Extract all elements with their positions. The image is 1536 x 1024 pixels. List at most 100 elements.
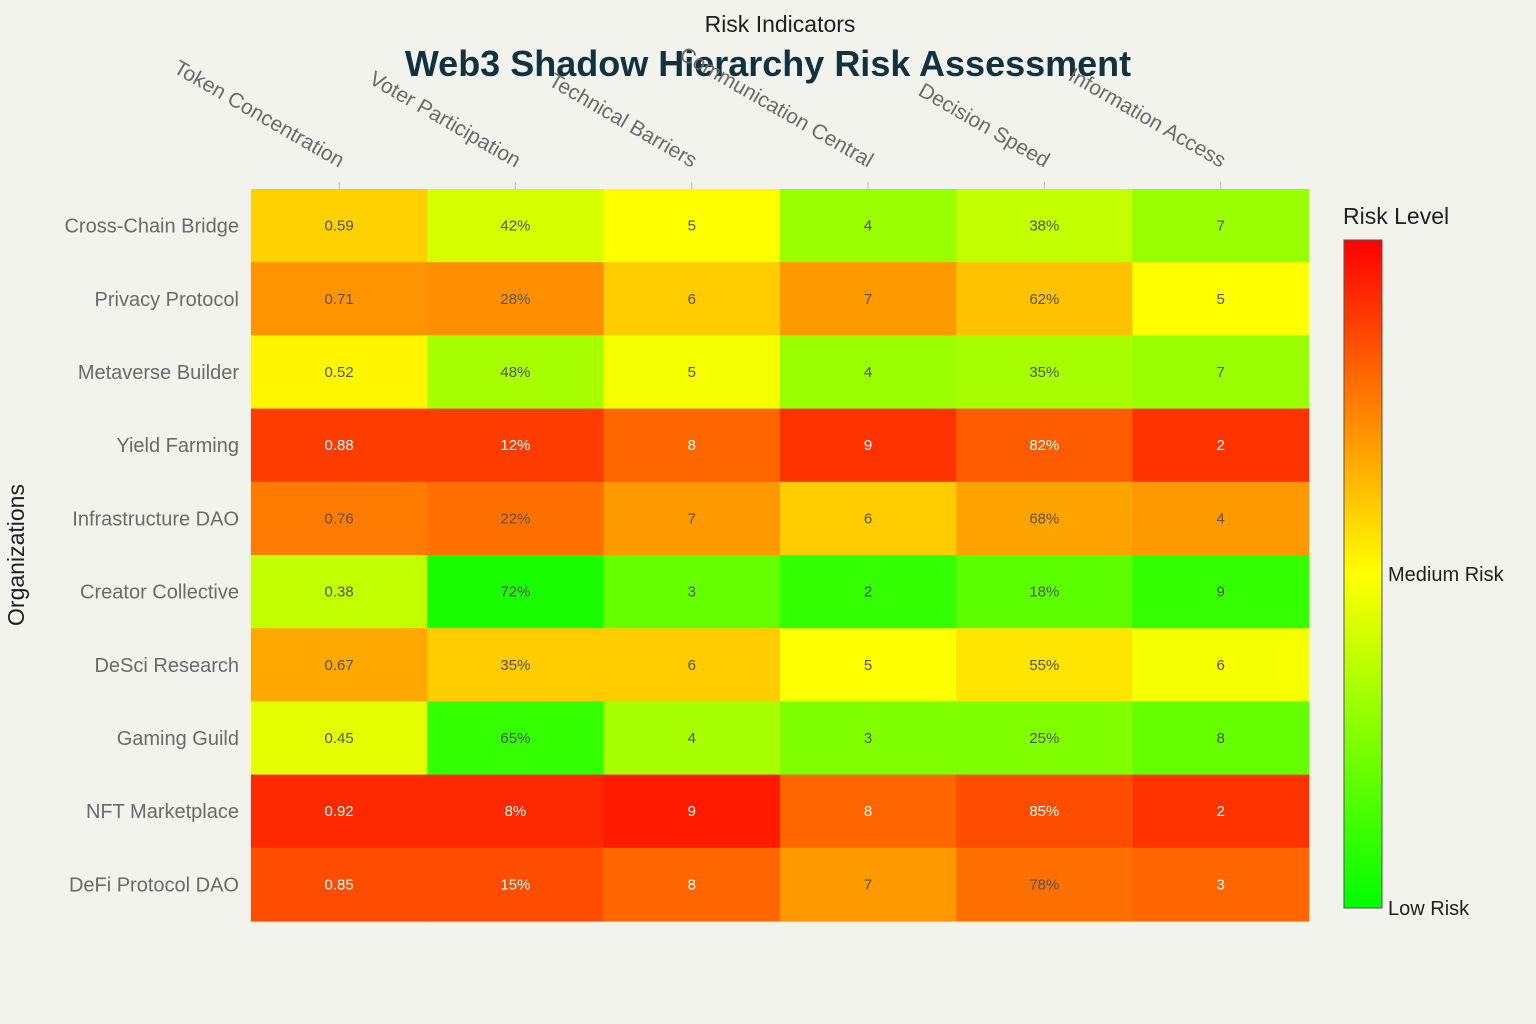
heatmap-cell <box>956 847 1134 922</box>
heatmap-cell <box>779 335 957 410</box>
cell-value-label: 4 <box>864 364 872 381</box>
cell-value-label: 6 <box>864 510 872 527</box>
cell-value-label: 18% <box>1029 584 1059 601</box>
heatmap-cell <box>427 555 605 629</box>
heatmap-cell <box>603 555 781 629</box>
cell-value-label: 38% <box>1029 218 1059 235</box>
cell-value-label: 0.45 <box>325 730 354 747</box>
heatmap-cell <box>251 628 428 702</box>
colorbar-tick-label: Low Risk <box>1388 898 1470 920</box>
heatmap-cell <box>1132 189 1310 263</box>
chart-title: Web3 Shadow Hierarchy Risk Assessment <box>405 43 1131 84</box>
heatmap-cell <box>427 701 605 776</box>
heatmap-cell <box>1132 335 1310 410</box>
cell-value-label: 5 <box>688 364 696 381</box>
cell-value-label: 6 <box>688 657 696 674</box>
heatmap-cell <box>1132 408 1310 483</box>
cell-value-label: 3 <box>688 584 696 601</box>
column-label: Technical Barriers <box>545 69 701 172</box>
cell-value-label: 0.85 <box>325 876 354 893</box>
cell-value-label: 5 <box>864 657 872 674</box>
cell-value-label: 2 <box>864 584 872 601</box>
cell-value-label: 8 <box>688 437 696 454</box>
heatmap-cell <box>251 847 428 922</box>
heatmap-cell <box>956 481 1134 556</box>
heatmap-cell <box>427 628 605 702</box>
heatmap-cell <box>956 555 1134 629</box>
row-label: DeSci Research <box>94 655 239 677</box>
cell-value-label: 0.92 <box>325 803 354 820</box>
column-label: Token Concentration <box>170 56 348 172</box>
cell-value-label: 0.59 <box>325 218 354 235</box>
row-label: Privacy Protocol <box>95 289 240 311</box>
heatmap-cell <box>427 262 605 336</box>
cell-value-label: 7 <box>1216 218 1224 235</box>
cell-value-label: 0.38 <box>325 584 354 601</box>
cell-value-label: 35% <box>1029 364 1059 381</box>
colorbar: Risk Level Low Risk Medium Risk <box>1343 203 1505 920</box>
cell-value-label: 3 <box>864 730 872 747</box>
row-label: Infrastructure DAO <box>72 508 239 530</box>
row-label: Creator Collective <box>80 582 239 604</box>
cell-value-label: 8 <box>864 803 872 820</box>
heatmap-cell <box>779 847 957 922</box>
cell-value-label: 78% <box>1029 876 1059 893</box>
heatmap-cell <box>603 701 781 776</box>
cell-value-label: 5 <box>688 218 696 235</box>
heatmap-cell <box>427 335 605 410</box>
column-label: Decision Speed <box>914 79 1053 172</box>
heatmap-cell <box>779 628 957 702</box>
heatmap-cell <box>427 189 605 263</box>
cell-value-label: 55% <box>1029 657 1059 674</box>
heatmap-cell <box>1132 628 1310 702</box>
cell-value-label: 4 <box>688 730 696 747</box>
heatmap-cell <box>779 481 957 556</box>
cell-value-label: 0.67 <box>325 657 354 674</box>
cell-value-label: 85% <box>1029 803 1059 820</box>
colorbar-tick-label: Medium Risk <box>1388 564 1505 586</box>
colorbar-title: Risk Level <box>1343 203 1449 229</box>
row-label: Cross-Chain Bridge <box>64 216 239 238</box>
cell-value-label: 0.52 <box>325 364 354 381</box>
cell-value-label: 12% <box>500 437 530 454</box>
cell-value-label: 2 <box>1216 437 1224 454</box>
heatmap-cell <box>427 408 605 483</box>
cell-value-label: 7 <box>688 510 696 527</box>
row-label: Yield Farming <box>116 435 239 457</box>
cell-value-label: 82% <box>1029 437 1059 454</box>
cell-value-label: 9 <box>1216 584 1224 601</box>
cell-value-label: 0.71 <box>325 291 354 308</box>
cell-value-label: 8 <box>688 876 696 893</box>
heatmap-cell <box>956 335 1134 410</box>
cell-value-label: 35% <box>500 657 530 674</box>
cell-value-label: 15% <box>500 876 530 893</box>
heatmap-cell <box>956 628 1134 702</box>
cell-value-label: 9 <box>864 437 872 454</box>
row-label: NFT Marketplace <box>86 801 239 823</box>
cell-value-label: 72% <box>500 584 530 601</box>
cell-value-label: 0.76 <box>325 510 354 527</box>
cell-value-label: 4 <box>1216 510 1224 527</box>
heatmap-cell <box>1132 481 1310 556</box>
cell-value-label: 42% <box>500 218 530 235</box>
cell-value-label: 48% <box>500 364 530 381</box>
row-label: Gaming Guild <box>117 728 239 750</box>
heatmap-cell <box>251 774 428 849</box>
heatmap-cell <box>603 408 781 483</box>
heatmap-cell <box>1132 701 1310 776</box>
heatmap-cell <box>251 262 428 336</box>
heatmap-cell <box>251 701 428 776</box>
cell-value-label: 7 <box>864 876 872 893</box>
heatmap-cell <box>1132 262 1310 336</box>
heatmap-cell <box>603 774 781 849</box>
heatmap-cell <box>427 847 605 922</box>
heatmap-cell <box>251 335 428 410</box>
heatmap-cell <box>956 774 1134 849</box>
heatmap-cell <box>251 555 428 629</box>
heatmap-cell <box>603 262 781 336</box>
cell-value-label: 8% <box>505 803 527 820</box>
heatmap-cell <box>603 335 781 410</box>
heatmap-cell <box>1132 555 1310 629</box>
cell-value-label: 68% <box>1029 510 1059 527</box>
cell-value-label: 7 <box>1216 364 1224 381</box>
